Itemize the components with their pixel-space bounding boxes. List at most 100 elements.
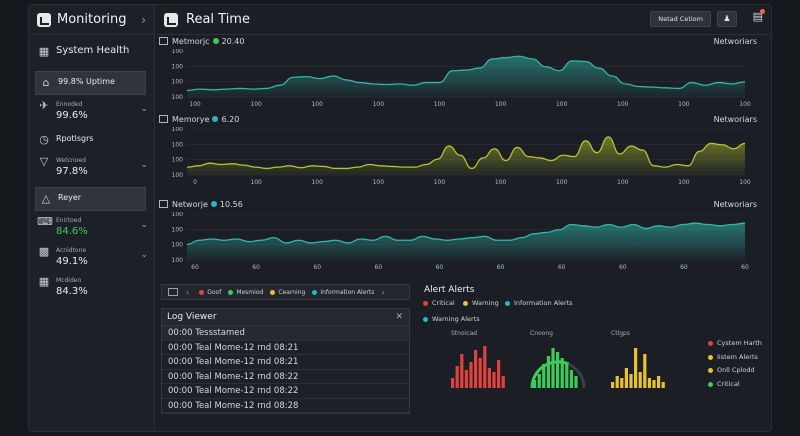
sidebar-item-uptime[interactable]: ⌂ 99.8% Uptime xyxy=(35,71,146,95)
y-tick-label: 100 xyxy=(172,242,184,249)
sidebar: Monitoring › ▦ System Health ⌂ 99.8% Upt… xyxy=(29,5,155,431)
legend-label: Information Alerts xyxy=(514,299,573,307)
legend-item: Information Alerts xyxy=(505,299,573,307)
terminal-icon[interactable] xyxy=(168,288,178,296)
x-tick-label: 100 xyxy=(617,179,629,186)
x-tick-label: 100 xyxy=(434,179,446,186)
y-tick-label: 100 xyxy=(172,212,184,218)
x-tick-label: 100 xyxy=(739,179,751,186)
chart-icon xyxy=(159,200,168,208)
legend-item: Onll Cplodd xyxy=(708,366,755,374)
alert-bar xyxy=(643,354,647,388)
netad-cetiom-button[interactable]: Netad Cetiom xyxy=(650,11,711,27)
x-tick-label: 60 xyxy=(252,264,260,271)
notification-icon[interactable]: ▤ xyxy=(752,10,763,23)
chart-right-label: Networiars xyxy=(713,200,757,209)
chevron-down-icon[interactable]: ⌄ xyxy=(140,220,148,230)
x-tick-label: 100 xyxy=(678,101,690,108)
sidebar-item-system-health[interactable]: ▦ System Health xyxy=(29,41,154,63)
sidebar-item-ennoded[interactable]: ✈ Ennoded 99.6% ⌄ xyxy=(29,95,154,125)
legend-label: Critical xyxy=(717,380,740,388)
log-row[interactable]: 00:00 Teal Mome-12 rnd 08:22 xyxy=(162,384,409,399)
alert-bar xyxy=(464,370,468,388)
sidebar-item-enirtoed[interactable]: ⌨ Enirtoed 84.6% ⌄ xyxy=(29,211,154,241)
alert-bar xyxy=(657,376,661,388)
alert-bar xyxy=(469,362,473,388)
legend-label: Critical xyxy=(432,299,455,307)
close-icon[interactable]: ✕ xyxy=(395,312,403,322)
sidebar-item-reyer[interactable]: △ Reyer xyxy=(35,187,146,211)
status-dot xyxy=(199,289,205,295)
chart-icon xyxy=(159,37,168,45)
log-row[interactable]: 00:00 Teal Mome-12 rnd 08:28 xyxy=(162,399,409,413)
y-tick-label: 100 xyxy=(172,226,184,233)
chart-memory-2: Memorye 6.20 Networiars 100 100 100 100 0 100 1… xyxy=(159,115,757,195)
alert-bar xyxy=(551,348,555,388)
x-tick-label: 100 xyxy=(495,101,507,108)
x-tick-label: 100 xyxy=(250,179,262,186)
notification-badge xyxy=(760,9,765,14)
x-tick-label: 100 xyxy=(495,179,507,186)
x-tick-label: 0 xyxy=(193,179,197,186)
chart-plot: 100 100 100 100 100 100 100 100 100 100 100 100 100 1… xyxy=(172,49,751,108)
chevron-down-icon[interactable]: ⌄ xyxy=(140,250,148,260)
user-icon[interactable]: ♟ xyxy=(717,11,737,27)
sidebar-item-reports[interactable]: ◷ Rpotlsgrs xyxy=(29,129,154,151)
x-tick-label: 60 xyxy=(558,264,566,271)
sidebar-item-wetcnoed[interactable]: ▽ Wetcnoed 97.8% ⌄ xyxy=(29,151,154,181)
log-row[interactable]: 00:00 Teal Mome-12 rnd 08:22 xyxy=(162,370,409,384)
status-dot xyxy=(270,289,276,295)
chevron-right-icon[interactable]: › xyxy=(141,13,146,27)
terminal-icon: ⌨ xyxy=(37,215,53,228)
legend-item: Critical xyxy=(423,299,455,307)
shield-icon: ▽ xyxy=(39,155,49,168)
chevron-right-icon[interactable]: › xyxy=(381,287,385,297)
x-tick-label: 100 xyxy=(311,101,323,108)
alert-bar xyxy=(620,378,624,388)
log-row[interactable]: 00:00 Teal Mome-12 rnd 08:21 xyxy=(162,341,409,355)
legend-item: Critical xyxy=(708,380,740,388)
filter-cearning[interactable]: Cearning xyxy=(270,289,305,296)
alerts-panel: Alert Alerts Critical Warning Informatio… xyxy=(421,285,771,415)
sidebar-item-mcdiden[interactable]: ▦ Mcdiden 84.3% xyxy=(29,271,154,301)
alert-bar xyxy=(546,356,550,388)
chevron-down-icon[interactable]: ⌄ xyxy=(140,104,148,114)
filter-goof[interactable]: Goof xyxy=(199,289,221,296)
alert-bar xyxy=(615,376,619,388)
alert-bar xyxy=(460,354,464,388)
y-tick-label: 100 xyxy=(172,63,184,70)
alert-bar xyxy=(556,352,560,388)
x-tick-label: 100 xyxy=(250,101,262,108)
y-tick-label: 100 xyxy=(172,79,184,86)
legend-label: Onll Cplodd xyxy=(717,366,755,374)
sidebar-item-label: Acnidtone xyxy=(56,247,87,254)
x-tick-label: 60 xyxy=(313,264,321,271)
chevron-down-icon[interactable]: ⌄ xyxy=(140,160,148,170)
sidebar-item-value: 97.8% xyxy=(56,166,88,177)
alert-bar xyxy=(537,374,541,388)
chart-value: 10.56 xyxy=(219,200,243,209)
sidebar-item-value: 84.6% xyxy=(56,226,88,237)
filter-mesmiod[interactable]: Mesmiod xyxy=(228,289,263,296)
x-tick-label: 100 xyxy=(373,179,385,186)
alert-bar xyxy=(451,378,455,388)
log-viewer-title: Log Viewer xyxy=(167,312,217,322)
log-filter-bar: ‹ Goof Mesmiod Cearning Information Aler… xyxy=(161,284,410,300)
x-tick-label: 100 xyxy=(311,179,323,186)
series-area xyxy=(187,136,745,175)
plane-icon: ✈ xyxy=(39,99,49,112)
log-row[interactable]: 00:00 Teal Mome-12 rnd 08:21 xyxy=(162,355,409,370)
server-icon: ▩ xyxy=(38,245,50,258)
alert-bar xyxy=(647,378,651,388)
y-tick-label: 100 xyxy=(172,172,184,179)
chevron-left-icon[interactable]: ‹ xyxy=(186,287,190,297)
sidebar-item-label: Mcdiden xyxy=(56,277,82,284)
chart-right-label: Networiars xyxy=(713,115,757,124)
x-tick-label: 60 xyxy=(375,264,383,271)
filter-information[interactable]: Information Alerts xyxy=(312,289,374,296)
alert-bar xyxy=(569,370,573,388)
alert-bar xyxy=(574,376,578,388)
legend-item: Cystem Harth xyxy=(708,339,762,347)
sidebar-item-acnidtone[interactable]: ▩ Acnidtone 49.1% ⌄ xyxy=(29,241,154,271)
sidebar-item-value: 84.3% xyxy=(56,286,88,297)
